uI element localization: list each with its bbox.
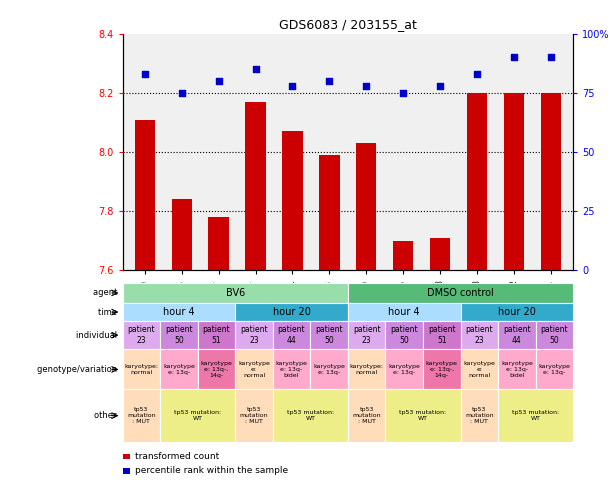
Text: percentile rank within the sample: percentile rank within the sample xyxy=(135,467,288,475)
Bar xyxy=(356,143,376,270)
Bar xyxy=(504,93,524,270)
Text: patient
44: patient 44 xyxy=(503,326,531,345)
Text: tp53 mutation:
WT: tp53 mutation: WT xyxy=(400,410,446,421)
Point xyxy=(287,82,297,90)
Bar xyxy=(135,120,155,270)
Point xyxy=(362,82,371,90)
Bar xyxy=(430,238,451,270)
Text: karyotype
e: 13q-: karyotype e: 13q- xyxy=(313,364,345,375)
Text: patient
23: patient 23 xyxy=(465,326,493,345)
Text: tp53
mutation
: MUT: tp53 mutation : MUT xyxy=(127,407,156,424)
Text: DMSO control: DMSO control xyxy=(427,288,494,298)
Text: karyotype
e:
normal: karyotype e: normal xyxy=(463,361,495,378)
Text: other: other xyxy=(94,411,120,420)
Text: patient
23: patient 23 xyxy=(240,326,268,345)
Text: karyotype
e: 13q-,
14q-: karyotype e: 13q-, 14q- xyxy=(426,361,458,378)
Text: hour 20: hour 20 xyxy=(273,307,311,317)
Text: karyotype:
normal: karyotype: normal xyxy=(124,364,158,375)
Text: transformed count: transformed count xyxy=(135,452,219,461)
Point xyxy=(324,77,334,85)
Bar xyxy=(208,217,229,270)
Text: karyotype:
normal: karyotype: normal xyxy=(349,364,384,375)
Text: hour 20: hour 20 xyxy=(498,307,536,317)
Bar xyxy=(393,241,413,270)
Text: karyotype
e: 13q-: karyotype e: 13q- xyxy=(388,364,420,375)
Text: karyotype
e:
normal: karyotype e: normal xyxy=(238,361,270,378)
Point xyxy=(472,70,482,78)
Text: patient
51: patient 51 xyxy=(203,326,230,345)
Bar xyxy=(541,93,561,270)
Text: karyotype
e: 13q-: karyotype e: 13q- xyxy=(163,364,195,375)
Title: GDS6083 / 203155_at: GDS6083 / 203155_at xyxy=(279,18,417,31)
Text: tp53
mutation
: MUT: tp53 mutation : MUT xyxy=(465,407,493,424)
Text: karyotype
e: 13q-,
14q-: karyotype e: 13q-, 14q- xyxy=(200,361,232,378)
Text: hour 4: hour 4 xyxy=(389,307,420,317)
Point xyxy=(251,65,261,73)
Point xyxy=(546,54,556,61)
Text: patient
50: patient 50 xyxy=(541,326,568,345)
Bar xyxy=(172,199,192,270)
Text: patient
50: patient 50 xyxy=(165,326,192,345)
Text: tp53 mutation:
WT: tp53 mutation: WT xyxy=(287,410,334,421)
Text: karyotype
e: 13q-
bidel: karyotype e: 13q- bidel xyxy=(501,361,533,378)
Text: genotype/variation: genotype/variation xyxy=(37,365,120,374)
Text: patient
50: patient 50 xyxy=(315,326,343,345)
Text: patient
51: patient 51 xyxy=(428,326,455,345)
Text: individual: individual xyxy=(76,331,120,340)
Text: BV6: BV6 xyxy=(226,288,245,298)
Text: time: time xyxy=(98,308,120,316)
Point xyxy=(140,70,150,78)
Bar xyxy=(283,131,303,270)
Text: tp53
mutation
: MUT: tp53 mutation : MUT xyxy=(240,407,268,424)
Bar xyxy=(467,93,487,270)
Text: patient
50: patient 50 xyxy=(390,326,418,345)
Text: agent: agent xyxy=(93,288,120,298)
Text: tp53 mutation:
WT: tp53 mutation: WT xyxy=(174,410,221,421)
Bar xyxy=(319,155,340,270)
Text: hour 4: hour 4 xyxy=(163,307,195,317)
Text: patient
44: patient 44 xyxy=(278,326,305,345)
Point xyxy=(435,82,445,90)
Bar xyxy=(245,102,265,270)
Text: tp53 mutation:
WT: tp53 mutation: WT xyxy=(512,410,559,421)
Text: patient
23: patient 23 xyxy=(128,326,155,345)
Text: karyotype
e: 13q-
bidel: karyotype e: 13q- bidel xyxy=(276,361,308,378)
Text: tp53
mutation
: MUT: tp53 mutation : MUT xyxy=(352,407,381,424)
Point xyxy=(214,77,224,85)
Text: karyotype
e: 13q-: karyotype e: 13q- xyxy=(538,364,570,375)
Text: patient
23: patient 23 xyxy=(353,326,381,345)
Point xyxy=(509,54,519,61)
Point xyxy=(177,89,186,97)
Point xyxy=(398,89,408,97)
